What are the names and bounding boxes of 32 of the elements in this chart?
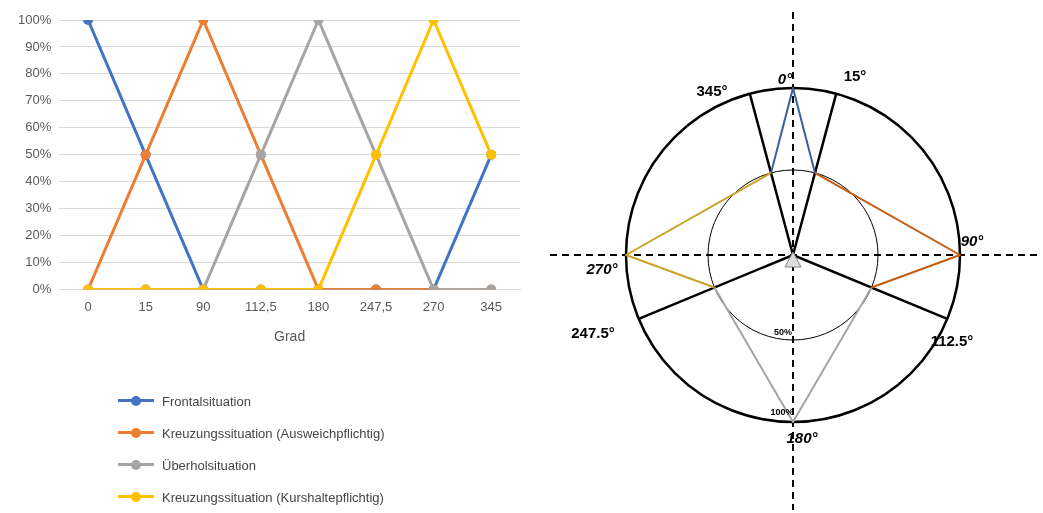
legend-label: Überholsituation <box>162 457 256 473</box>
x-tick-label: 345 <box>480 298 503 314</box>
y-tick-label: 70% <box>25 92 52 108</box>
text: 247.5° <box>571 323 615 341</box>
text: 0° <box>777 69 793 87</box>
text: 270° <box>586 259 618 277</box>
text: 50% <box>773 327 793 337</box>
y-tick-label: 40% <box>25 173 52 189</box>
text: 90° <box>960 231 984 249</box>
x-tick-label: 112,5 <box>245 298 277 314</box>
y-tick-label: 30% <box>25 200 52 216</box>
x-tick-label: 0 <box>84 298 92 314</box>
y-tick-label: 80% <box>25 65 52 81</box>
text: 15° <box>843 66 867 84</box>
x-axis-title: Grad <box>274 328 306 345</box>
x-tick-label: 270 <box>422 298 445 314</box>
legend-label: Kreuzungssituation (Kurshaltepflichtig) <box>162 489 384 505</box>
x-tick-label: 90 <box>196 298 211 314</box>
text: 180° <box>786 428 818 446</box>
x-tick-label: 15 <box>138 298 153 314</box>
y-tick-label: 60% <box>25 119 52 135</box>
text: 345° <box>696 81 728 99</box>
y-tick-label: 100% <box>18 11 52 27</box>
legend-label: Frontalsituation <box>162 393 251 409</box>
y-tick-label: 50% <box>25 146 52 162</box>
y-tick-label: 90% <box>25 38 52 54</box>
x-tick-label: 180 <box>307 298 330 314</box>
y-tick-label: 0% <box>32 281 52 297</box>
legend-label: Kreuzungssituation (Ausweichpflichtig) <box>162 425 385 441</box>
y-tick-label: 10% <box>25 254 52 270</box>
y-tick-label: 20% <box>25 227 52 243</box>
x-tick-label: 247,5 <box>359 298 393 314</box>
